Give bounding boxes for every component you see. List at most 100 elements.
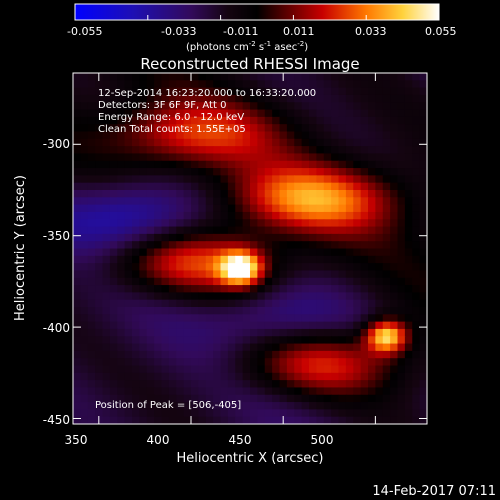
heatmap-cell [316,336,325,345]
heatmap-cell [80,160,89,169]
heatmap-cell [191,299,199,308]
heatmap-cell [323,409,332,418]
heatmap-cell [323,146,332,155]
heatmap-cell [227,226,236,235]
heatmap-cell [109,241,118,250]
heatmap-cell [198,358,207,367]
heatmap-cell [213,124,222,133]
heatmap-cell [124,146,133,155]
heatmap-cell [80,255,89,264]
heatmap-cell [95,307,104,315]
colorbar-tick-label: -0.033 [161,25,196,38]
heatmap-cell [397,168,406,176]
heatmap-cell [198,175,207,184]
heatmap-cell [102,109,111,118]
heatmap-cell [117,277,126,286]
heatmap-cell [412,131,421,140]
heatmap-cell [124,80,133,89]
heatmap-cell [87,402,96,410]
heatmap-cell [412,372,421,381]
heatmap-cell [316,80,325,89]
heatmap-cell [227,190,236,198]
heatmap-cell [309,241,317,250]
heatmap-cell [412,138,421,147]
heatmap-cell [412,241,421,250]
heatmap-cell [73,314,81,323]
heatmap-cell [95,314,104,323]
heatmap-cell [161,175,170,184]
heatmap-cell [294,292,303,301]
heatmap-cell [382,343,391,352]
heatmap-cell [331,314,340,323]
heatmap-cell [242,402,251,410]
heatmap-cell [132,255,140,264]
heatmap-cell [139,160,148,169]
heatmap-cell [257,204,266,213]
heatmap-cell [301,321,310,330]
heatmap-cell [168,168,177,176]
heatmap-cell [242,394,251,403]
heatmap-cell [109,219,118,228]
info-line-counts: Clean Total counts: 1.55E+05 [98,124,246,135]
heatmap-cell [146,73,155,81]
heatmap-cell [168,153,177,162]
heatmap-cell [176,219,185,228]
heatmap-cell [183,285,192,293]
heatmap-cell [139,299,148,308]
heatmap-cell [264,146,273,155]
heatmap-cell [191,175,199,184]
heatmap-cell [146,263,155,272]
heatmap-cell [117,285,126,293]
heatmap-cell [87,307,96,315]
heatmap-cell [242,124,251,133]
heatmap-cell [87,321,96,330]
heatmap-cell [250,153,258,162]
heatmap-cell [272,116,281,125]
heatmap-cell [132,233,140,242]
heatmap-cell [191,416,199,424]
heatmap-cell [73,277,81,286]
heatmap-cell [227,153,236,162]
heatmap-cell [80,343,89,352]
heatmap-cell [323,160,332,169]
heatmap-cell [368,160,376,169]
heatmap-cell [227,285,236,293]
heatmap-cell [191,73,199,81]
heatmap-cell [117,263,126,272]
x-tick-label: 350 [65,433,88,447]
heatmap-cell [124,263,133,272]
heatmap-cell [360,226,369,235]
heatmap-cell [294,138,303,147]
heatmap-cell [353,153,362,162]
heatmap-cell [323,109,332,118]
heatmap-cell [257,219,266,228]
heatmap-cell [294,255,303,264]
heatmap-cell [168,197,177,206]
heatmap-cell [286,146,295,155]
heatmap-cell [168,73,177,81]
heatmap-cell [146,226,155,235]
heatmap-cell [323,402,332,410]
heatmap-cell [139,394,148,403]
heatmap-cell [301,292,310,301]
heatmap-cell [227,307,236,315]
heatmap-cell [176,168,185,176]
heatmap-cell [235,116,244,125]
heatmap-cell [272,73,281,81]
heatmap-cell [345,80,354,89]
heatmap-cell [87,131,96,140]
heatmap-cell [412,255,421,264]
heatmap-cell [375,138,384,147]
heatmap-cell [257,365,266,374]
heatmap-cell [117,372,126,381]
heatmap-cell [323,328,332,337]
heatmap-cell [161,168,170,176]
heatmap-cell [191,219,199,228]
heatmap-cell [87,248,96,257]
heatmap-cell [132,314,140,323]
heatmap-cell [73,219,81,228]
heatmap-cell [73,131,81,140]
heatmap-cell [132,321,140,330]
heatmap-cell [146,285,155,293]
colorbar-tick-label: -0.055 [67,25,102,38]
